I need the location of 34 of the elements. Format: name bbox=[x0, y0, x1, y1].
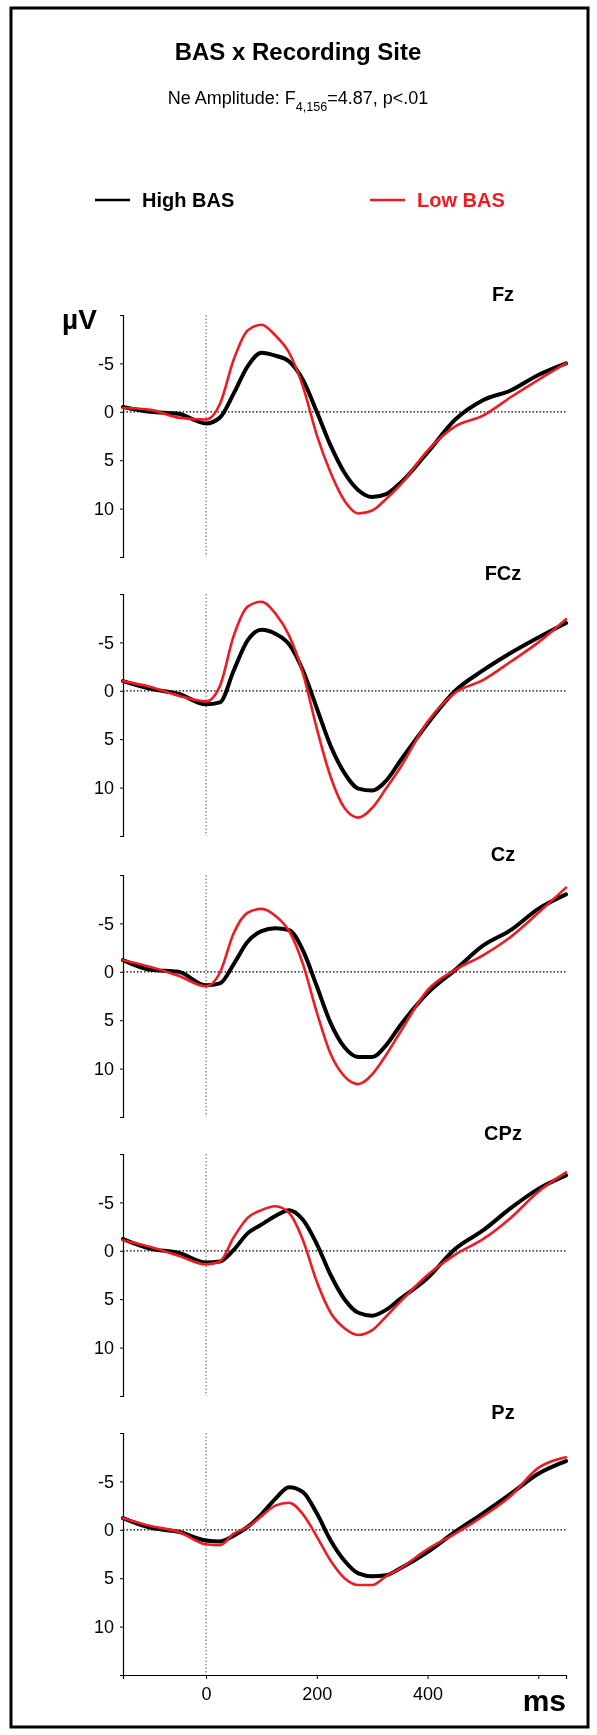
y-tick-label: 10 bbox=[93, 498, 114, 519]
y-tick-label: 0 bbox=[103, 1520, 114, 1541]
y-tick-label: 5 bbox=[103, 1010, 114, 1031]
text: Cz bbox=[490, 843, 516, 865]
text: FCz bbox=[484, 562, 522, 584]
y-tick-label: 5 bbox=[103, 450, 114, 471]
y-axis-title: µV bbox=[62, 304, 98, 335]
x-tick-label: 400 bbox=[413, 1683, 444, 1704]
y-tick-label: 10 bbox=[93, 777, 114, 798]
x-axis-title: ms bbox=[522, 1684, 566, 1717]
y-tick-label: -5 bbox=[97, 1471, 114, 1492]
chart-subtitle: Ne Amplitude: F$_{4,156}$=4.87, p<.01 bbox=[167, 88, 429, 114]
y-tick-label: -5 bbox=[97, 913, 114, 934]
x-tick-label: 0 bbox=[201, 1683, 212, 1704]
y-tick-label: 5 bbox=[103, 1568, 114, 1589]
legend-label: High BAS bbox=[142, 189, 235, 211]
y-tick-label: 5 bbox=[103, 1289, 114, 1310]
y-tick-label: -5 bbox=[97, 353, 114, 374]
text: CPz bbox=[484, 1122, 522, 1144]
y-tick-label: 0 bbox=[103, 681, 114, 702]
text: Pz bbox=[491, 1401, 515, 1423]
text: Fz bbox=[491, 283, 515, 305]
legend-label: Low BAS bbox=[417, 189, 505, 211]
y-tick-label: -5 bbox=[97, 632, 114, 653]
y-tick-label: 0 bbox=[103, 962, 114, 983]
y-tick-label: 5 bbox=[103, 729, 114, 750]
y-tick-label: -5 bbox=[97, 1192, 114, 1213]
chart-title: BAS x Recording Site bbox=[174, 38, 422, 65]
y-tick-label: 10 bbox=[93, 1616, 114, 1637]
y-tick-label: 0 bbox=[103, 1241, 114, 1262]
y-tick-label: 10 bbox=[93, 1058, 114, 1079]
y-tick-label: 10 bbox=[93, 1337, 114, 1358]
y-tick-label: 0 bbox=[103, 402, 114, 423]
x-tick-label: 200 bbox=[302, 1683, 333, 1704]
